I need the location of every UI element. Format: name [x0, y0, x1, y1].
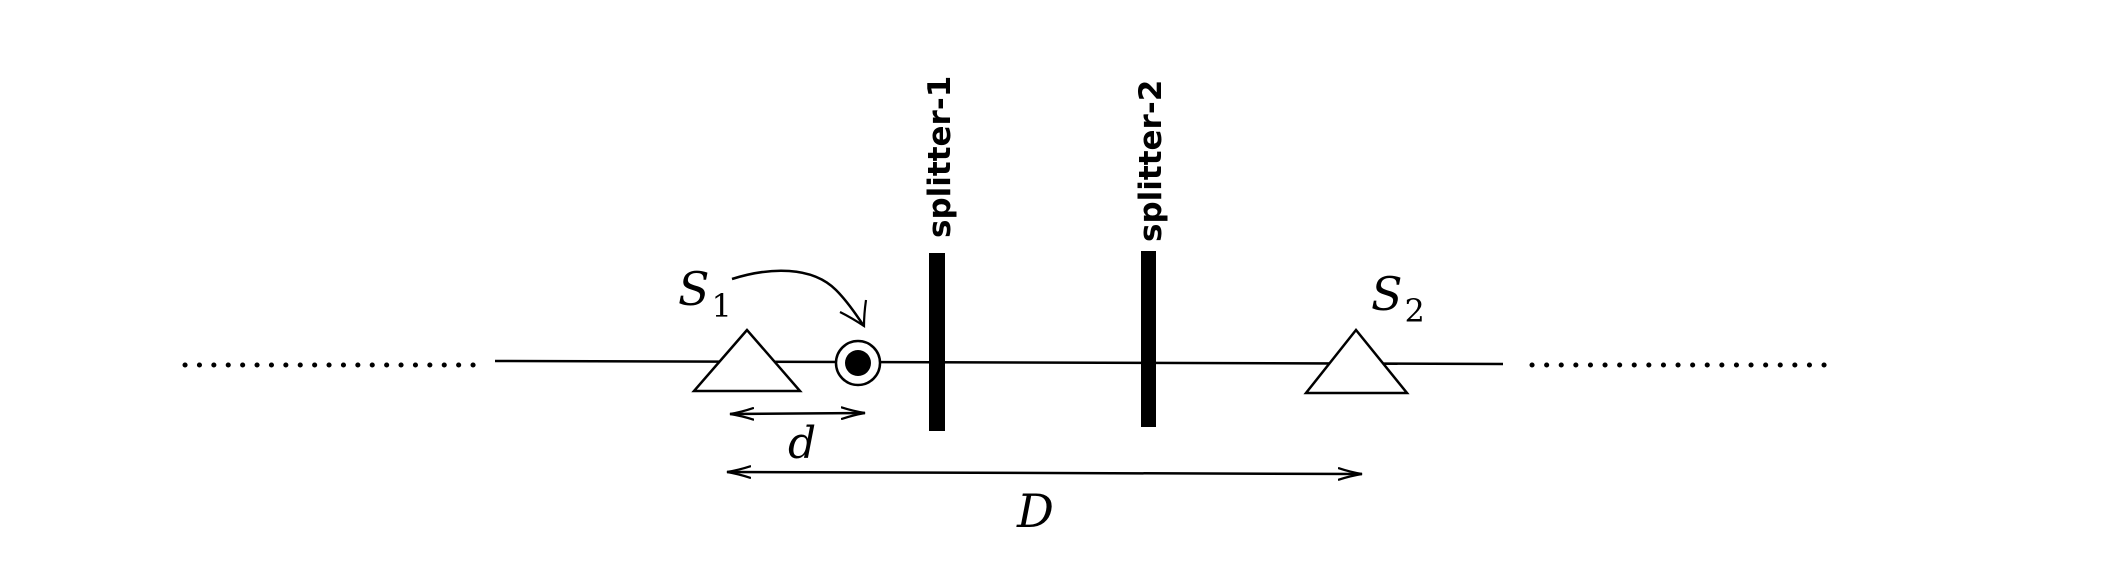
curved-arrow-head [839, 299, 868, 329]
distance-d-label: d [788, 418, 816, 469]
distance-D-label: D [1016, 484, 1054, 538]
distance-D-arrow [727, 472, 1362, 474]
splitter-2-label: splitter-2 [1133, 80, 1169, 242]
source-1-label: S1 [678, 262, 732, 325]
splitter-1-bar [929, 253, 945, 431]
splitter-1-label: splitter-1 [922, 76, 958, 238]
source-1-triangle [691, 328, 803, 393]
source-2-label: S2 [1371, 267, 1425, 330]
distance-d-arrow [730, 413, 865, 414]
splitter-2-bar [1141, 251, 1156, 427]
particle-dot [845, 350, 871, 376]
source-2-triangle [1303, 328, 1410, 395]
curved-arrow [731, 269, 866, 327]
